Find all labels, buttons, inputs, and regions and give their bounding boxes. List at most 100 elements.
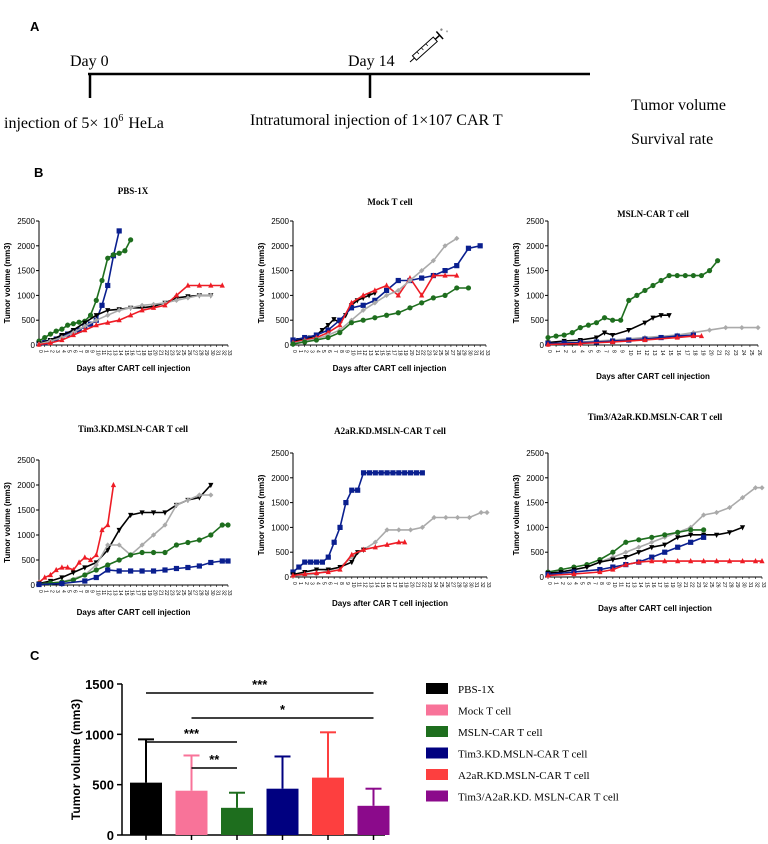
y-tick-label: 0: [107, 828, 114, 843]
x-tick-label: 30: [209, 590, 215, 596]
data-point: [477, 243, 483, 249]
series-red: [290, 539, 408, 578]
x-axis-label: Days after CART cell injection: [333, 364, 447, 373]
x-tick-label: 21: [716, 350, 722, 356]
data-point: [93, 567, 99, 573]
chart-title: Tim3/A2aR.KD.MSLN-CAR T cell: [588, 412, 723, 422]
data-point: [42, 574, 48, 580]
x-tick-label: 0: [291, 350, 297, 353]
series-line: [547, 560, 762, 577]
x-tick-label: 20: [152, 350, 158, 356]
x-tick-label: 13: [367, 582, 373, 588]
data-point: [196, 537, 202, 543]
x-tick-label: 22: [163, 350, 169, 356]
x-tick-label: 19: [146, 590, 152, 596]
series-green: [290, 285, 472, 347]
data-point: [690, 272, 696, 279]
x-tick-label: 4: [315, 582, 321, 585]
x-tick-label: 19: [699, 350, 705, 356]
data-point: [47, 339, 54, 346]
x-tick-label: 0: [546, 582, 552, 585]
x-ticks: 0 1 2 3 4 5 6 7 8 9 10 11 12 13 14 15 16 17 18 19 20 21 22 23 24…: [37, 345, 232, 356]
data-point: [196, 495, 202, 501]
data-point: [82, 565, 88, 571]
y-axis-label: Tumor volume (mm3): [3, 482, 12, 563]
data-point: [383, 312, 390, 318]
data-point: [337, 330, 343, 336]
data-point: [649, 534, 655, 540]
data-point: [162, 302, 168, 308]
x-tick-label: 9: [89, 350, 95, 353]
x-tick-label: 33: [484, 350, 490, 356]
data-point: [666, 313, 672, 319]
data-point: [442, 272, 448, 278]
data-point: [430, 272, 436, 278]
data-point: [128, 568, 134, 574]
x-tick-label: 1: [297, 582, 303, 585]
data-point: [360, 292, 366, 298]
data-point: [110, 252, 117, 258]
series-line: [292, 287, 469, 345]
data-point: [139, 542, 145, 548]
data-point: [690, 332, 696, 339]
significance-label: **: [209, 752, 220, 767]
x-tick-label: 20: [408, 350, 414, 356]
data-point: [219, 558, 225, 564]
data-point: [337, 524, 343, 530]
data-point: [601, 330, 608, 336]
data-point: [319, 328, 325, 334]
data-point: [208, 559, 214, 566]
significance-label: ***: [184, 726, 200, 741]
x-tick-label: 15: [379, 582, 385, 588]
y-tick-label: 1500: [526, 267, 544, 276]
panel-b-label: B: [34, 165, 43, 180]
data-point: [662, 558, 668, 564]
x-tick-label: 1: [554, 350, 560, 353]
x-tick-label: 6: [594, 350, 600, 353]
x-tick-label: 20: [409, 582, 415, 588]
data-point: [290, 569, 296, 575]
x-tick-label: 10: [350, 582, 356, 588]
significance-label: ***: [252, 677, 268, 692]
x-tick-label: 11: [617, 582, 623, 587]
data-point: [173, 292, 180, 298]
y-tick-label: 2000: [17, 242, 35, 251]
x-tick-label: 7: [77, 350, 83, 353]
y-tick-label: 500: [531, 316, 545, 325]
data-point: [105, 567, 111, 573]
data-point: [150, 549, 157, 556]
x-tick-label: 26: [715, 582, 721, 588]
data-point: [99, 526, 105, 533]
x-tick-label: 23: [732, 350, 738, 356]
data-point: [688, 532, 694, 538]
x-tick-label: 31: [215, 350, 221, 356]
data-point: [349, 554, 355, 560]
panel-c-label: C: [30, 648, 40, 663]
injection-hela-prefix: injection of 5× 10: [4, 115, 118, 132]
data-point: [196, 282, 202, 288]
data-point: [674, 334, 680, 340]
x-tick-label: 13: [367, 350, 373, 356]
data-point: [196, 563, 202, 569]
x-tick-label: 5: [320, 582, 326, 585]
data-point: [116, 307, 122, 313]
data-point: [87, 556, 94, 563]
data-point: [219, 282, 225, 288]
x-tick-label: 10: [627, 350, 633, 356]
series-green: [545, 258, 721, 341]
series-red: [36, 481, 117, 585]
x-tick-label: 27: [721, 582, 727, 588]
data-point: [208, 282, 214, 288]
y-axis-label: Tumor volume (mm3): [3, 242, 12, 323]
data-point: [675, 558, 681, 564]
data-point: [82, 572, 88, 578]
series-black: [545, 525, 746, 577]
data-point: [610, 557, 616, 563]
data-point: [545, 334, 551, 341]
data-point: [419, 300, 425, 306]
data-point: [553, 333, 559, 339]
data-point: [70, 331, 76, 338]
x-tick-label: 11: [100, 350, 106, 355]
x-tick-label: 30: [467, 582, 473, 588]
